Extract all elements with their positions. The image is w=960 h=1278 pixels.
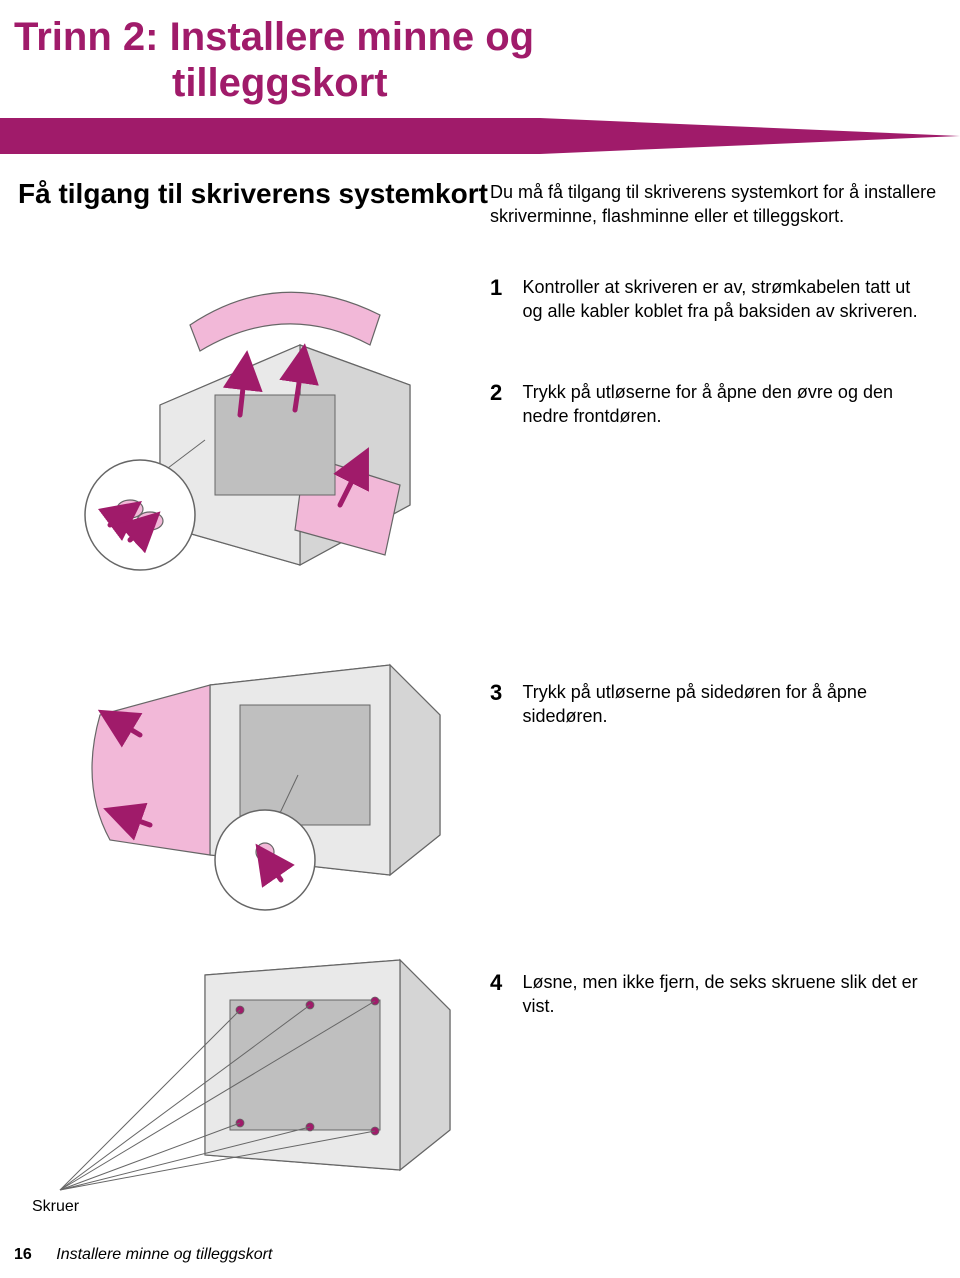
illustration-open-side-door-icon [40, 645, 460, 925]
title-line1: Installere minne og [170, 15, 535, 59]
page-footer: 16 Installere minne og tilleggskort [14, 1246, 272, 1264]
skruer-label: Skruer [32, 1198, 79, 1216]
step-3: 3 Trykk på utløserne på sidedøren for å … [490, 680, 940, 729]
intro-text: Du må få tilgang til skriverens systemko… [490, 180, 940, 229]
step-4: 4 Løsne, men ikke fjern, de seks skruene… [490, 970, 940, 1019]
section-heading: Få tilgang til skriverens systemkort [18, 178, 488, 210]
step-text: Kontroller at skriveren er av, strømkabe… [522, 275, 932, 324]
step-1: 1 Kontroller at skriveren er av, strømka… [490, 275, 940, 324]
title-step-label: Trinn 2: [14, 15, 158, 59]
step-text: Løsne, men ikke fjern, de seks skruene s… [522, 970, 932, 1019]
step-2: 2 Trykk på utløserne for å åpne den øvre… [490, 380, 940, 429]
footer-text: Installere minne og tilleggskort [56, 1246, 272, 1263]
illustration-open-front-doors-icon [40, 255, 460, 585]
step-number: 3 [490, 680, 514, 706]
banner-wedge-icon [0, 118, 960, 154]
step-text: Trykk på utløserne på sidedøren for å åp… [522, 680, 932, 729]
illustration-screws-icon [40, 955, 460, 1195]
page-number: 16 [14, 1246, 32, 1263]
step-number: 4 [490, 970, 514, 996]
page-title: Trinn 2: Installere minne og tilleggskor… [14, 14, 534, 106]
step-number: 2 [490, 380, 514, 406]
step-number: 1 [490, 275, 514, 301]
step-text: Trykk på utløserne for å åpne den øvre o… [522, 380, 932, 429]
title-line2: tilleggskort [172, 60, 534, 106]
